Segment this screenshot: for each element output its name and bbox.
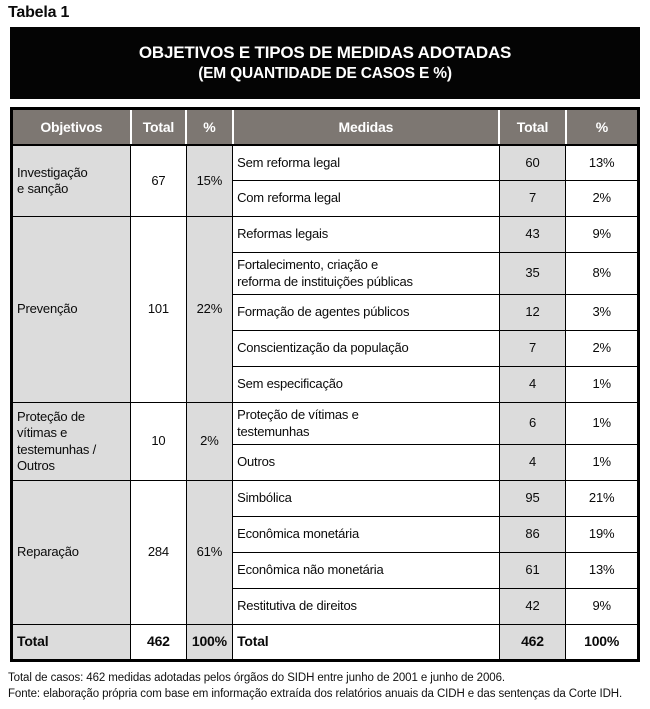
objetivo-total-cell: 67 [130,144,187,217]
medida-pct-cell: 3% [565,294,639,331]
col-header-total-objetivos: Total [129,108,187,146]
table-row: Restitutiva de direitos 42 9% [12,588,639,625]
medida-total-cell: 95 [498,480,567,517]
medida-pct-cell: 13% [565,552,639,589]
medida-pct-cell: 8% [565,252,639,295]
table-subtitle: (EM QUANTIDADE DE CASOS E %) [198,64,452,82]
col-header-medidas: Medidas [231,108,500,146]
medida-pct-cell: 2% [565,180,639,217]
objetivo-pct-cell: 15% [185,144,234,217]
footnote-fonte: Fonte: elaboração própria com base em in… [8,688,623,701]
table-row: Proteção de vítimas e testemunhas / Outr… [10,402,639,481]
objetivo-total-cell: 284 [130,480,187,625]
table-row: Com reforma legal 7 2% [12,180,639,217]
medida-pct-cell: 9% [565,216,639,253]
col-header-pct-objetivos: % [185,108,233,146]
medida-cell: Econômica monetária [232,516,500,553]
objetivo-cell: Prevenção [10,216,132,403]
footnotes: Total de casos: 462 medidas adotadas pel… [8,670,648,702]
table-title: OBJETIVOS E TIPOS DE MEDIDAS ADOTADAS [138,42,512,62]
objectives-measures-table: Objetivos Total % Medidas Total % Invest… [10,107,640,662]
medida-pct-cell: 1% [565,366,639,403]
medida-total-cell: 7 [498,180,567,217]
table-row: Econômica monetária 86 19% [12,516,639,553]
medida-cell: Sem especificação [232,366,500,403]
medida-total-cell: 43 [498,216,567,253]
medida-cell: Formação de agentes públicos [232,294,500,331]
objetivo-cell: Investigação e sanção [10,144,132,217]
medida-cell: Proteção de vítimas e testemunhas [232,402,500,445]
medida-total-cell: 86 [498,516,567,553]
medida-cell: Simbólica [232,480,500,517]
medida-cell: Outros [232,444,500,481]
objetivo-total-cell: 101 [130,216,187,403]
total-label-medidas-cell: Total [232,624,500,661]
total-value-medidas-cell: 462 [498,624,567,661]
objetivo-pct-cell: 2% [185,402,234,481]
medida-cell: Restitutiva de direitos [232,588,500,625]
medida-pct-cell: 2% [565,330,639,367]
objetivo-total-cell: 10 [130,402,187,481]
table-header-row: Objetivos Total % Medidas Total % [11,108,639,146]
col-header-total-medidas: Total [498,108,566,146]
total-label-cell: Total [10,624,132,661]
table-row: Sem especificação 4 1% [12,366,639,403]
objetivo-pct-cell: 61% [185,480,234,625]
table-total-row: Total 462 100% Total 462 100% [10,624,639,661]
medida-cell: Fortalecimento, criação e reforma de ins… [232,252,500,295]
objetivo-pct-cell: 22% [185,216,234,403]
medida-pct-cell: 19% [565,516,639,553]
table-row: Econômica não monetária 61 13% [12,552,639,589]
table-row: Formação de agentes públicos 12 3% [12,294,639,331]
medida-total-cell: 12 [498,294,567,331]
table-row: Outros 4 1% [12,444,639,481]
total-pct-cell: 100% [185,624,234,661]
objetivo-cell: Proteção de vítimas e testemunhas / Outr… [10,402,132,481]
medida-pct-cell: 1% [565,402,639,445]
medida-total-cell: 7 [498,330,567,367]
medida-total-cell: 42 [498,588,567,625]
medida-total-cell: 4 [498,366,567,403]
col-header-pct-medidas: % [564,108,639,146]
medida-total-cell: 6 [498,402,567,445]
table-row: Investigação e sanção 67 15% Sem reforma… [10,144,639,217]
objetivo-cell: Reparação [10,480,132,625]
table-row: Reparação 284 61% Simbólica 95 21% [10,480,639,625]
medida-cell: Sem reforma legal [232,144,500,181]
medida-pct-cell: 21% [565,480,639,517]
medida-pct-cell: 9% [565,588,639,625]
table-row: Conscientização da população 7 2% [12,330,639,367]
col-header-objetivos: Objetivos [11,108,131,146]
medida-total-cell: 35 [498,252,567,295]
medida-pct-cell: 13% [565,144,639,181]
table-label: Tabela 1 [8,4,70,21]
medida-total-cell: 61 [498,552,567,589]
total-value-cell: 462 [130,624,187,661]
medida-cell: Conscientização da população [232,330,500,367]
medida-cell: Com reforma legal [232,180,500,217]
table-row: Prevenção 101 22% Reformas legais 43 9% [10,216,639,403]
total-pct-medidas-cell: 100% [565,624,639,661]
medida-cell: Reformas legais [232,216,500,253]
medida-pct-cell: 1% [565,444,639,481]
table-title-banner: OBJETIVOS E TIPOS DE MEDIDAS ADOTADAS (E… [10,27,640,99]
medida-total-cell: 60 [498,144,567,181]
footnote-total-casos: Total de casos: 462 medidas adotadas pel… [8,672,505,684]
medida-cell: Econômica não monetária [232,552,500,589]
medida-total-cell: 4 [498,444,567,481]
table-row: Fortalecimento, criação e reforma de ins… [12,252,639,295]
